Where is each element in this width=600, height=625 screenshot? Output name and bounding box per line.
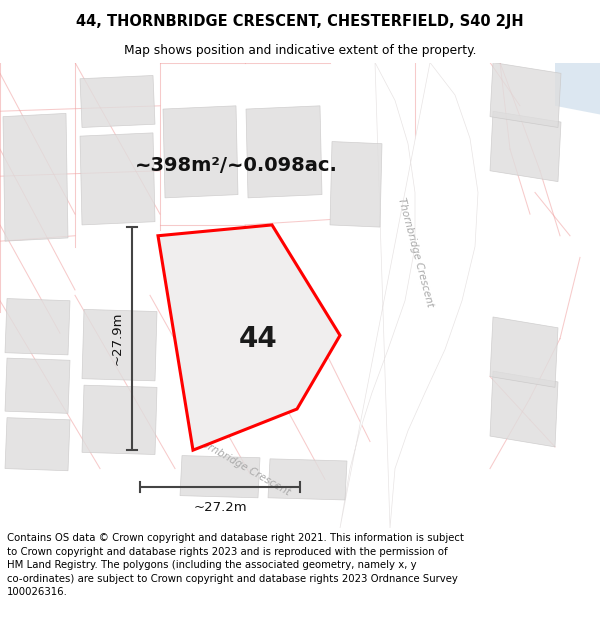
Polygon shape bbox=[490, 111, 561, 182]
Polygon shape bbox=[80, 133, 155, 225]
Polygon shape bbox=[5, 358, 70, 413]
Text: Thornbridge Crescent: Thornbridge Crescent bbox=[188, 432, 292, 498]
Polygon shape bbox=[246, 106, 322, 198]
Polygon shape bbox=[330, 141, 382, 227]
Polygon shape bbox=[158, 225, 340, 450]
Polygon shape bbox=[490, 317, 558, 388]
Polygon shape bbox=[82, 309, 157, 381]
Polygon shape bbox=[82, 385, 157, 454]
Text: Contains OS data © Crown copyright and database right 2021. This information is : Contains OS data © Crown copyright and d… bbox=[7, 533, 464, 598]
Polygon shape bbox=[3, 113, 68, 241]
Polygon shape bbox=[340, 62, 478, 528]
Polygon shape bbox=[268, 459, 347, 500]
Text: 44: 44 bbox=[239, 324, 277, 352]
Polygon shape bbox=[490, 371, 558, 447]
Text: ~398m²/~0.098ac.: ~398m²/~0.098ac. bbox=[135, 156, 338, 175]
Polygon shape bbox=[490, 62, 561, 127]
Text: 44, THORNBRIDGE CRESCENT, CHESTERFIELD, S40 2JH: 44, THORNBRIDGE CRESCENT, CHESTERFIELD, … bbox=[76, 14, 524, 29]
Polygon shape bbox=[180, 456, 260, 498]
Polygon shape bbox=[555, 62, 600, 114]
Polygon shape bbox=[5, 299, 70, 355]
Text: Thornbridge Crescent: Thornbridge Crescent bbox=[395, 196, 434, 308]
Polygon shape bbox=[80, 76, 155, 128]
Polygon shape bbox=[163, 106, 238, 198]
Text: Map shows position and indicative extent of the property.: Map shows position and indicative extent… bbox=[124, 44, 476, 57]
Polygon shape bbox=[5, 418, 70, 471]
Text: ~27.2m: ~27.2m bbox=[193, 501, 247, 514]
Text: ~27.9m: ~27.9m bbox=[111, 312, 124, 366]
